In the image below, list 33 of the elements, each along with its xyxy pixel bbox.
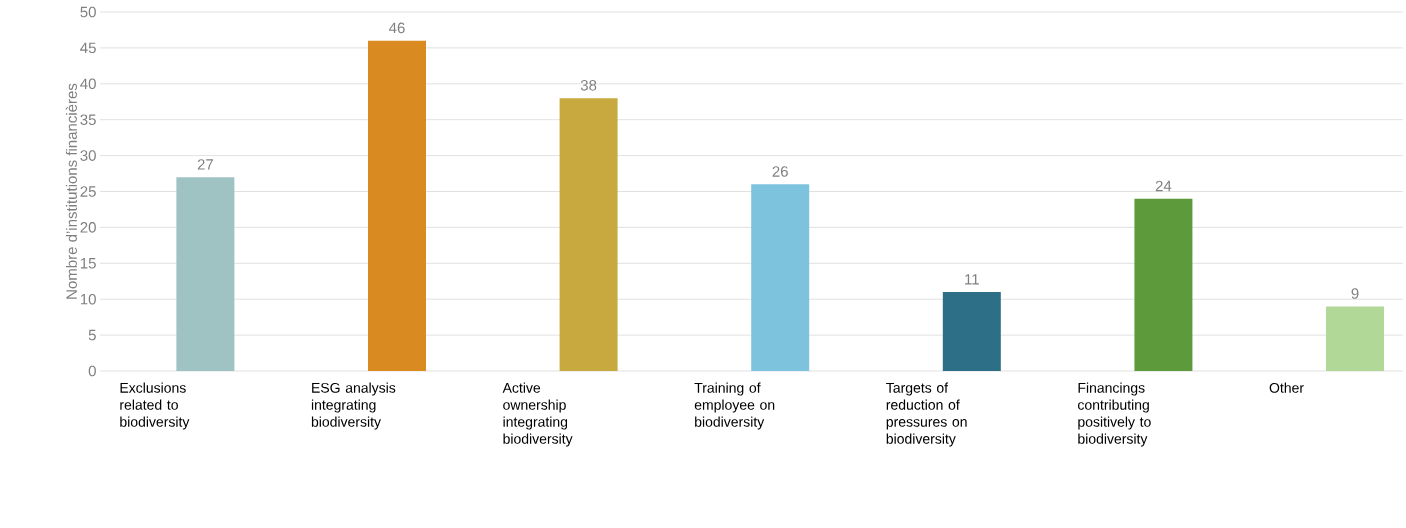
y-tick-label: 50	[80, 6, 96, 18]
x-tick-label: Active ownership integrating biodiversity	[502, 382, 573, 447]
y-tick-label: 5	[88, 329, 96, 341]
y-tick-label: 35	[80, 114, 96, 125]
bar	[942, 292, 1001, 371]
x-tick-label: Other	[1269, 382, 1304, 393]
data-label: 46	[388, 22, 405, 34]
data-label: 9	[1351, 288, 1359, 299]
y-tick-label: 15	[80, 258, 96, 269]
y-tick-label: 10	[80, 293, 96, 305]
y-tick-label: 30	[80, 150, 96, 161]
bar	[176, 177, 235, 371]
bar	[1326, 306, 1385, 371]
y-tick-label: 45	[80, 42, 96, 54]
bar	[1134, 198, 1193, 371]
data-label: 27	[197, 159, 213, 170]
bar	[559, 98, 618, 371]
data-label: 24	[1155, 180, 1172, 192]
x-tick-label: Targets of reduction of pressures on biodiversity	[886, 382, 967, 447]
y-tick-label: 20	[80, 222, 96, 233]
y-tick-label: 40	[80, 78, 96, 90]
data-label: 38	[580, 80, 597, 91]
data-label: 11	[965, 274, 979, 285]
x-tick-label: Exclusions related to biodiversity	[120, 382, 190, 430]
x-tick-label: ESG analysis integrating biodiversity	[311, 382, 396, 430]
y-tick-label: 0	[88, 365, 96, 377]
y-axis-title: Nombre d’institutions financières	[65, 83, 77, 299]
x-tick-label: Financings contributing positively to biodiversity	[1078, 382, 1151, 447]
x-tick-label: Training of employee on biodiversity	[694, 382, 775, 430]
bar	[367, 40, 426, 371]
bar	[751, 184, 810, 371]
y-tick-label: 25	[80, 186, 96, 197]
data-label: 26	[772, 166, 788, 177]
